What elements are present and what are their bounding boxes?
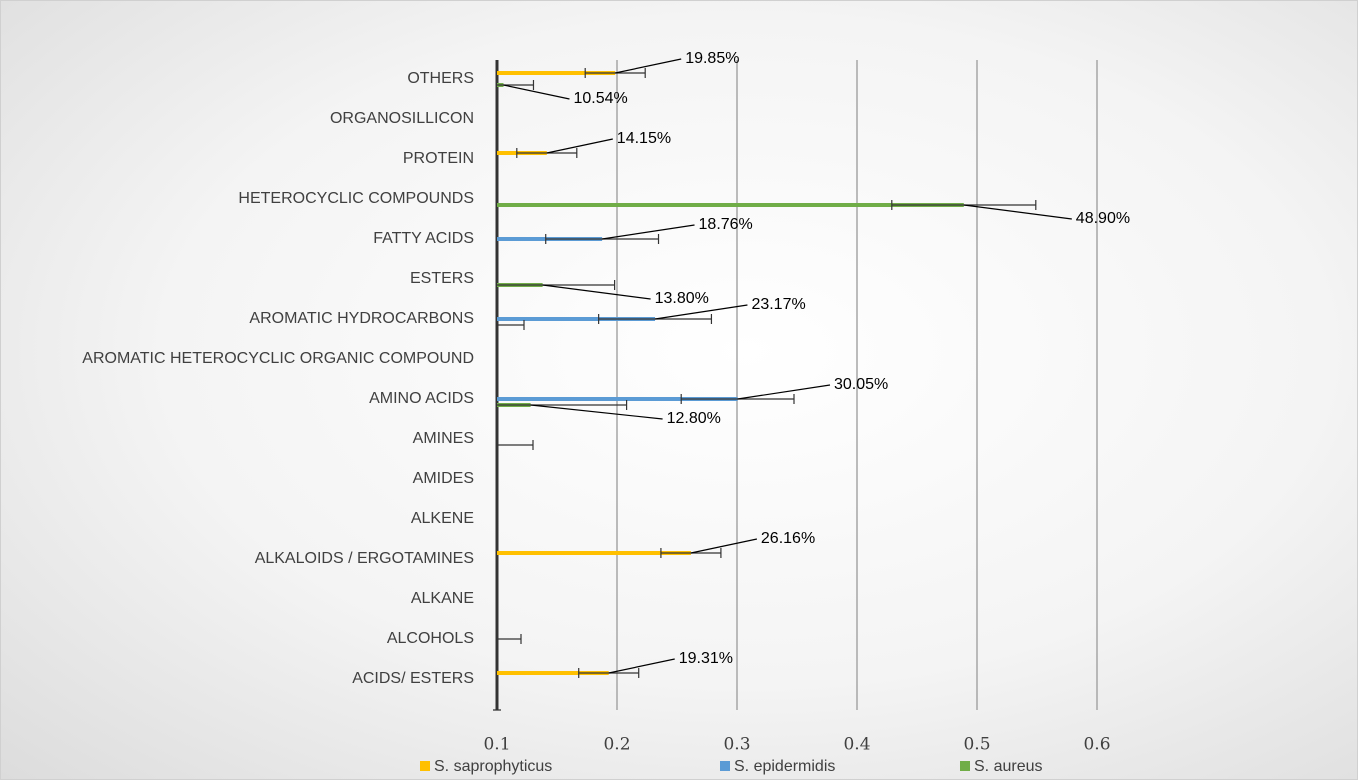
- leader-line: [737, 384, 831, 400]
- data-label: 48.90%: [1076, 210, 1130, 227]
- y-tick-label: ALCOHOLS: [387, 630, 474, 647]
- data-label: 12.80%: [667, 410, 721, 427]
- leader-line: [542, 284, 651, 300]
- bar: [497, 203, 964, 207]
- y-tick-label: HETEROCYCLIC COMPOUNDS: [238, 190, 474, 207]
- x-tick-label: 0.2: [603, 735, 630, 755]
- x-tick-label: 0.1: [483, 735, 510, 755]
- bar: [497, 71, 616, 75]
- legend-label: S. aureus: [974, 758, 1042, 775]
- leader-line: [546, 138, 613, 154]
- data-label: 14.15%: [617, 130, 671, 147]
- error-bar: [497, 400, 628, 410]
- x-tick-label: 0.6: [1083, 735, 1110, 755]
- error-bar: [497, 440, 534, 450]
- error-bar: [497, 634, 522, 644]
- leader-line: [690, 538, 758, 554]
- y-tick-label: ACIDS/ ESTERS: [352, 670, 474, 687]
- y-tick-label: OTHERS: [407, 70, 474, 87]
- x-tick-label: 0.3: [723, 735, 750, 755]
- y-tick-label: AMINES: [413, 430, 474, 447]
- data-label: 19.31%: [679, 650, 733, 667]
- y-tick-label: PROTEIN: [403, 150, 474, 167]
- leader-line: [530, 404, 663, 420]
- y-tick-label: ALKENE: [411, 510, 474, 527]
- data-label: 18.76%: [699, 216, 753, 233]
- y-tick-label: ALKANE: [411, 590, 474, 607]
- data-label: 13.80%: [655, 290, 709, 307]
- y-tick-label: AROMATIC HYDROCARBONS: [249, 310, 474, 327]
- bar: [497, 317, 656, 321]
- leader-line: [963, 204, 1072, 220]
- leader-line: [615, 58, 682, 74]
- leader-line: [654, 304, 748, 320]
- data-label: 26.16%: [761, 530, 815, 547]
- bar: [497, 671, 609, 675]
- bar: [497, 551, 691, 555]
- leader-line: [503, 84, 570, 100]
- error-bar: [497, 80, 535, 90]
- y-tick-label: ORGANOSILLICON: [330, 110, 474, 127]
- data-label: 19.85%: [685, 50, 739, 67]
- error-bar: [497, 280, 616, 290]
- legend-label: S. epidermidis: [734, 758, 835, 775]
- y-tick-label: ALKALOIDS / ERGOTAMINES: [255, 550, 474, 567]
- legend-swatch: [420, 761, 430, 771]
- data-label: 10.54%: [573, 90, 627, 107]
- x-tick-label: 0.4: [843, 735, 870, 755]
- data-label: 30.05%: [834, 376, 888, 393]
- x-tick-label: 0.5: [963, 735, 990, 755]
- leader-line: [602, 224, 695, 240]
- y-tick-label: AMINO ACIDS: [369, 390, 474, 407]
- bar: [497, 397, 738, 401]
- legend-label: S. saprophyticus: [434, 758, 552, 775]
- error-bar: [497, 320, 525, 330]
- data-label: 23.17%: [751, 296, 805, 313]
- legend-swatch: [720, 761, 730, 771]
- y-tick-label: AMIDES: [413, 470, 474, 487]
- y-tick-label: FATTY ACIDS: [373, 230, 474, 247]
- y-tick-label: ESTERS: [410, 270, 474, 287]
- y-tick-label: AROMATIC HETEROCYCLIC ORGANIC COMPOUND: [82, 350, 474, 367]
- leader-line: [608, 658, 675, 674]
- legend-swatch: [960, 761, 970, 771]
